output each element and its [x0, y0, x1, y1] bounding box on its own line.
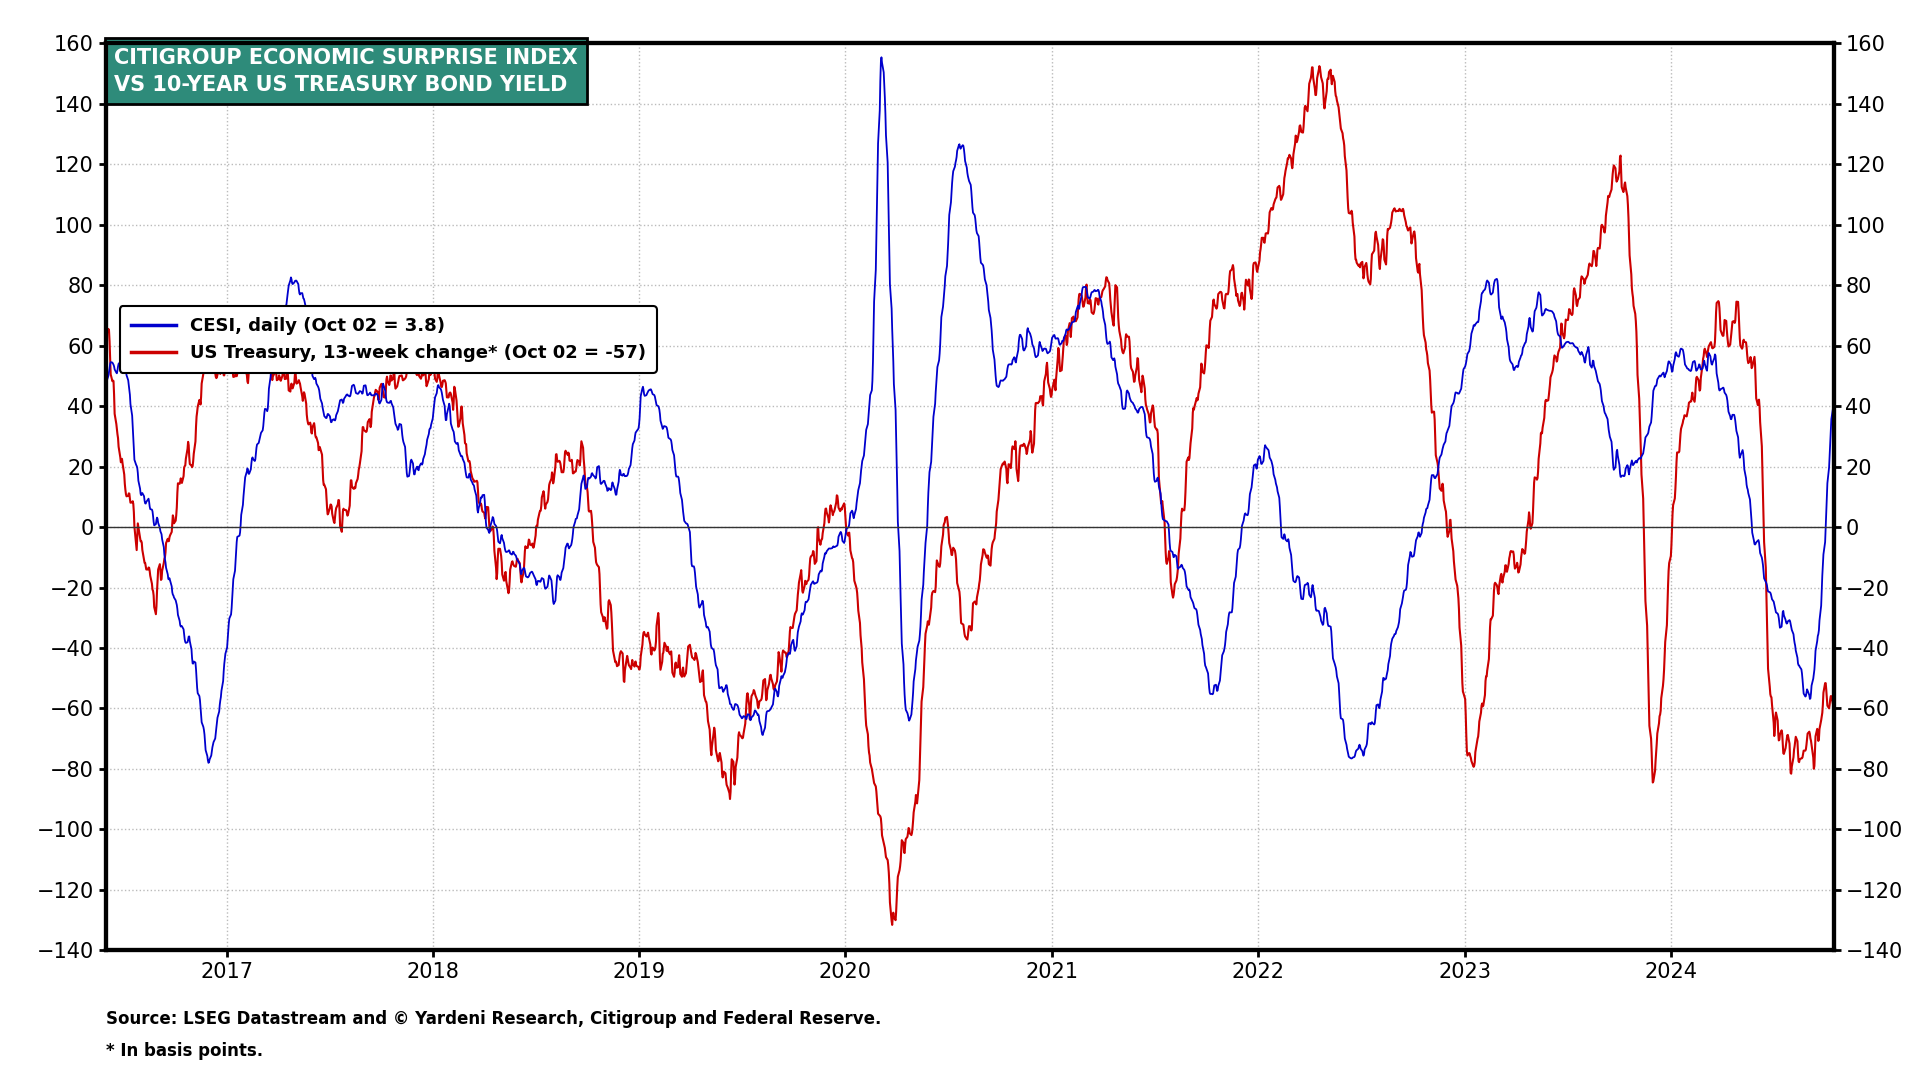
- Legend: CESI, daily (Oct 02 = 3.8), US Treasury, 13-week change* (Oct 02 = -57): CESI, daily (Oct 02 = 3.8), US Treasury,…: [119, 307, 657, 373]
- Text: CITIGROUP ECONOMIC SURPRISE INDEX
VS 10-YEAR US TREASURY BOND YIELD: CITIGROUP ECONOMIC SURPRISE INDEX VS 10-…: [115, 48, 578, 95]
- Text: * In basis points.: * In basis points.: [106, 1042, 263, 1061]
- Text: Source: LSEG Datastream and © Yardeni Research, Citigroup and Federal Reserve.: Source: LSEG Datastream and © Yardeni Re…: [106, 1010, 881, 1028]
